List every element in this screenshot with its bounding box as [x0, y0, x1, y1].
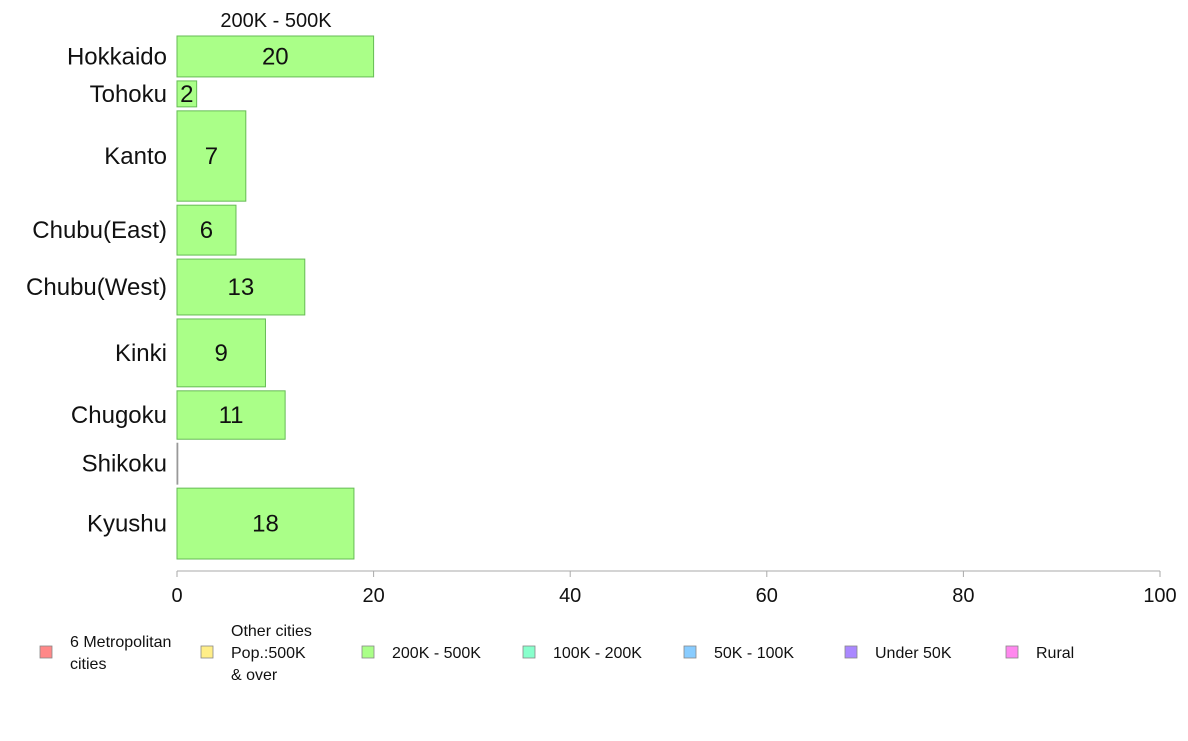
data-label-chubu-west: 13 [228, 274, 255, 301]
bar-kanto [176, 110, 247, 202]
bar-chubu-east [176, 204, 237, 256]
category-label-chugoku: Chugoku [71, 402, 167, 429]
category-label-hokkaido: Hokkaido [67, 43, 167, 70]
x-tick-label-100: 100 [1143, 585, 1176, 607]
legend-item-under-50k: Under 50K [844, 645, 952, 662]
x-tick-label-20: 20 [362, 585, 384, 607]
bar-shikoku [176, 442, 179, 485]
category-label-shikoku: Shikoku [82, 451, 167, 478]
legend-item-200k-500k: 200K - 500K [361, 645, 481, 662]
legend-label: 100K - 200K [553, 645, 642, 662]
legend-item-6-metropolitan-cities: 6 Metropolitan cities [39, 634, 171, 673]
legend-label: Pop.:500K [231, 645, 306, 662]
legend-item-rural: Rural [1005, 645, 1074, 662]
category-label-kinki: Kinki [115, 340, 167, 367]
category-label-chubu-east: Chubu(East) [32, 217, 167, 244]
legend-label: 6 Metropolitan [70, 634, 171, 651]
data-label-tohoku: 2 [180, 81, 193, 108]
x-tick-label-80: 80 [952, 585, 974, 607]
data-label-kinki: 9 [215, 340, 228, 367]
bar-kinki [176, 318, 266, 388]
legend-label: Under 50K [875, 645, 952, 662]
legend-swatch [522, 645, 536, 659]
data-label-kanto: 7 [205, 143, 218, 170]
data-label-kyushu: 18 [252, 511, 279, 538]
legend-label: Rural [1036, 645, 1074, 662]
legend-label: & over [231, 667, 278, 684]
bars-layer: Hokkaido 20 Tohoku 2 Kanto 7 Chubu(East) 6 Chubu… [26, 35, 375, 560]
legend-swatch [844, 645, 858, 659]
x-axis: 0 20 40 60 80 100 [171, 570, 1177, 607]
bar-kyushu [176, 487, 355, 560]
bar-chubu-west [176, 258, 306, 316]
bar-chugoku [176, 390, 286, 440]
data-label-chugoku: 11 [219, 402, 244, 429]
category-label-kyushu: Kyushu [87, 511, 167, 538]
legend-label: 200K - 500K [392, 645, 481, 662]
chart-title: 200K - 500K [220, 10, 332, 32]
x-tick-label-60: 60 [756, 585, 778, 607]
x-tick-label-40: 40 [559, 585, 581, 607]
category-label-kanto: Kanto [104, 143, 167, 170]
legend: 6 Metropolitan cities Other cities Pop.:50… [39, 623, 1074, 684]
bar-tohoku [176, 80, 198, 108]
legend-item-100k-200k: 100K - 200K [522, 645, 642, 662]
legend-item-other-cities-pop-500k-over: Other cities Pop.:500K & over [200, 623, 312, 684]
legend-label: cities [70, 656, 106, 673]
legend-swatch [200, 645, 214, 659]
category-label-chubu-west: Chubu(West) [26, 274, 167, 301]
data-label-chubu-east: 6 [200, 217, 213, 244]
legend-label: Other cities [231, 623, 312, 640]
legend-swatch [39, 645, 53, 659]
legend-label: 50K - 100K [714, 645, 794, 662]
category-label-tohoku: Tohoku [90, 81, 167, 108]
legend-swatch [361, 645, 375, 659]
bar-hokkaido [176, 35, 375, 78]
x-tick-label-0: 0 [171, 585, 182, 607]
legend-swatch [683, 645, 697, 659]
data-label-hokkaido: 20 [262, 43, 289, 70]
legend-swatch [1005, 645, 1019, 659]
legend-item-50k-100k: 50K - 100K [683, 645, 794, 662]
